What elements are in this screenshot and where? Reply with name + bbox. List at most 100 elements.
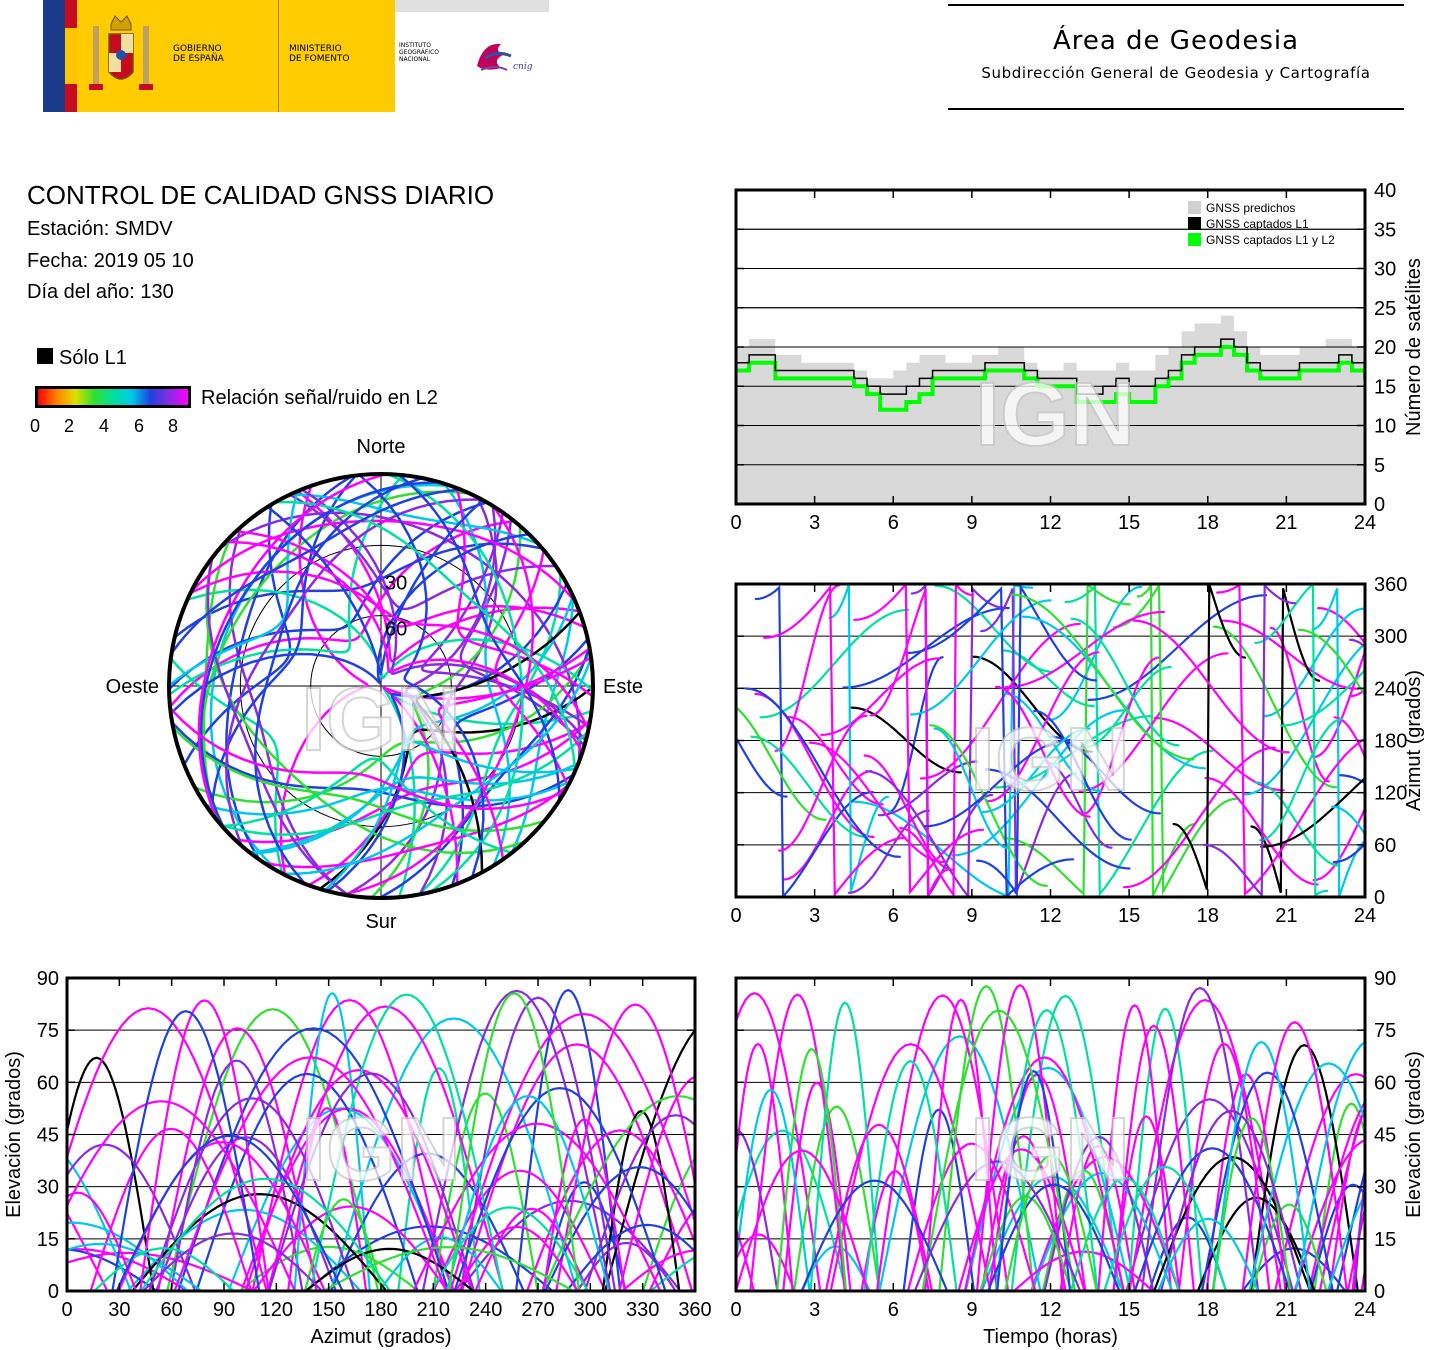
az-track-83 xyxy=(1202,584,1297,897)
et-track-27 xyxy=(1273,1072,1365,1291)
et-track-54 xyxy=(736,1088,811,1291)
et-track-50 xyxy=(875,994,1010,1291)
az-track-71 xyxy=(778,714,868,852)
et-track-37 xyxy=(736,1128,779,1291)
et-track-13 xyxy=(736,1233,796,1291)
ea-xtick-label-3: 90 xyxy=(213,1299,235,1321)
ea-track-50 xyxy=(542,1118,626,1291)
et-track-38 xyxy=(824,1123,933,1291)
et-track-41 xyxy=(776,1047,848,1291)
sat-xtick-label-8: 24 xyxy=(1354,512,1376,534)
ea-track-30 xyxy=(67,1157,132,1291)
az-track-48 xyxy=(1048,735,1161,815)
sky-track-68 xyxy=(170,708,565,810)
sat-xtick-label-7: 21 xyxy=(1275,512,1297,534)
az-track-14 xyxy=(850,706,962,774)
et-ytick-label-0: 0 xyxy=(1374,1281,1385,1303)
sky-track-42 xyxy=(206,558,349,896)
sat-ylabel: Número de satélites xyxy=(1403,258,1425,436)
ea-track-51 xyxy=(139,999,270,1291)
az-track-39 xyxy=(1082,665,1172,749)
area-title: Área de Geodesia xyxy=(1052,26,1300,56)
ea-track-68 xyxy=(111,1010,261,1291)
et-track-73 xyxy=(1160,1109,1303,1291)
snr-tick-8: 8 xyxy=(168,416,179,436)
government-logo-block: GOBIERNO DE ESPAÑA MINISTERIO DE FOMENTO… xyxy=(43,0,549,112)
ea-track-12 xyxy=(251,998,448,1291)
az-track-46 xyxy=(828,584,889,892)
et-ytick-label-6: 90 xyxy=(1374,968,1396,990)
az-track-20 xyxy=(1269,626,1330,783)
sat-legend-label-2: GNSS captados L1 y L2 xyxy=(1206,233,1335,247)
et-track-23 xyxy=(1097,1004,1172,1291)
sky-track-56 xyxy=(267,499,484,677)
az-track-80 xyxy=(1254,584,1329,897)
area-top-rule xyxy=(948,4,1404,6)
et-track-16 xyxy=(964,1066,1132,1291)
ea-track-35 xyxy=(89,1127,253,1291)
skyplot-horizon-circle xyxy=(167,472,595,900)
sky-track-58 xyxy=(399,475,561,800)
sky-track-25 xyxy=(421,512,590,728)
az-track-32 xyxy=(1123,746,1276,889)
et-track-5 xyxy=(1010,994,1121,1291)
sat-series-l1 xyxy=(736,338,1365,395)
et-track-20 xyxy=(1127,1007,1204,1291)
ea-track-16 xyxy=(287,1106,368,1291)
et-xtick-label-4: 12 xyxy=(1039,1299,1061,1321)
ea-track-37 xyxy=(329,1152,525,1291)
satellites-ticks: 0 5 10 15 20 25 30 35 40 0 3 6 9 12 15 18 21 24 Número de … xyxy=(730,180,1425,534)
ign-line2: GEOGRÁFICO xyxy=(399,49,439,56)
et-track-32 xyxy=(829,1042,992,1291)
ea-track-11 xyxy=(169,1059,304,1291)
ea-track-1 xyxy=(641,1156,695,1291)
report-title: CONTROL DE CALIDAD GNSS DIARIO xyxy=(27,180,495,210)
et-track-6 xyxy=(980,1134,1067,1291)
sky-track-34 xyxy=(205,558,524,855)
ign-text: INSTITUTO GEOGRÁFICO NACIONAL xyxy=(399,42,439,63)
sky-track-35 xyxy=(265,785,568,869)
et-xlabel: Tiempo (horas) xyxy=(983,1326,1118,1348)
ea-track-14 xyxy=(329,1017,578,1291)
et-xtick-label-7: 21 xyxy=(1275,1299,1297,1321)
ea-track-40 xyxy=(177,1027,450,1291)
skyplot-chart: IGN Norte Sur Este Oeste 30 60 xyxy=(106,436,643,933)
az-track-69 xyxy=(1280,668,1365,727)
et-track-72 xyxy=(921,1009,1076,1291)
az-track-36 xyxy=(1002,584,1131,897)
et-track-44 xyxy=(938,984,1035,1291)
snr-tick-2: 2 xyxy=(64,416,75,436)
et-track-42 xyxy=(1293,1138,1365,1291)
az-track-53 xyxy=(1333,716,1365,760)
ministry-line1: MINISTERIO xyxy=(289,44,342,54)
sat-xtick-label-3: 9 xyxy=(966,512,977,534)
sky-track-41 xyxy=(251,595,574,855)
az-track-7 xyxy=(1312,648,1365,759)
azimuth-time-tracks xyxy=(736,584,1365,897)
az-track-2 xyxy=(888,656,944,813)
ea-track-69 xyxy=(93,1247,235,1291)
gov-line1: GOBIERNO xyxy=(173,44,222,54)
sat-xtick-label-1: 3 xyxy=(809,512,820,534)
et-track-26 xyxy=(1196,1196,1316,1291)
area-bottom-rule xyxy=(948,108,1404,110)
az-track-77 xyxy=(987,651,1100,803)
az-track-63 xyxy=(1172,584,1247,891)
ea-track-29 xyxy=(67,1056,155,1291)
et-track-33 xyxy=(782,1081,852,1291)
az-xtick-label-6: 18 xyxy=(1197,905,1219,927)
et-track-24 xyxy=(1128,998,1282,1291)
az-track-30 xyxy=(1004,610,1165,689)
et-track-53 xyxy=(963,1056,1125,1291)
ea-track-7 xyxy=(460,1043,694,1291)
az-track-8 xyxy=(782,770,873,881)
et-xtick-label-1: 3 xyxy=(809,1299,820,1321)
az-xtick-label-4: 12 xyxy=(1039,905,1061,927)
et-track-46 xyxy=(1328,1109,1365,1291)
ea-track-34 xyxy=(459,996,617,1291)
ea-xtick-label-4: 120 xyxy=(260,1299,293,1321)
elevation-time-watermark: IGN xyxy=(969,1099,1131,1201)
sky-label-south: Sur xyxy=(365,911,396,933)
l1-legend-swatch xyxy=(37,348,53,364)
ministry-text: MINISTERIO DE FOMENTO xyxy=(289,44,350,64)
